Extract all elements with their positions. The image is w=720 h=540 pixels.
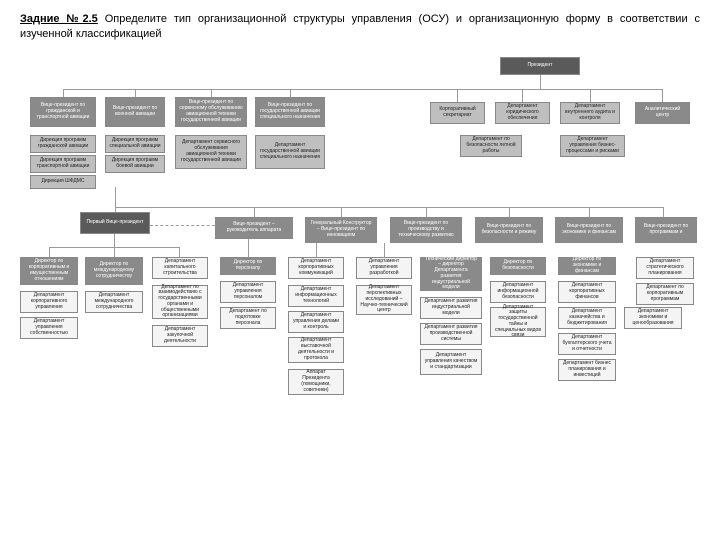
- connector-line: [49, 247, 50, 257]
- connector-line: [115, 207, 663, 208]
- org-node-depexh: Департамент выставочной деятельности и п…: [288, 337, 344, 363]
- org-node-d4a: Департамент государственной авиации спец…: [255, 135, 325, 169]
- connector-dash: [150, 225, 220, 226]
- connector-line: [589, 207, 590, 217]
- connector-line: [63, 89, 663, 90]
- org-node-dirint: Директор по международному сотрудничеств…: [85, 257, 143, 285]
- org-node-depit: Департамент информационных технологий: [288, 285, 344, 307]
- connector-line: [211, 89, 212, 97]
- org-node-vp3: Вице-президент по сервисному обслуживани…: [175, 97, 247, 127]
- org-node-dirpers: Директор по персоналу: [220, 257, 276, 275]
- connector-line: [522, 89, 523, 102]
- org-node-direcon: Директор по экономике и финансам: [558, 257, 616, 275]
- org-node-d2a: Дирекция программ специальной авиации: [105, 135, 165, 153]
- org-node-depqual: Департамент управления качеством и станд…: [420, 349, 482, 375]
- org-node-dirkorp: Директор по корпоративным и имущественны…: [20, 257, 78, 285]
- org-node-depcprog: Департамент по корпоративным программам: [636, 283, 694, 305]
- org-node-juo: Департамент юридического обеспечения: [495, 102, 550, 124]
- connector-line: [115, 187, 116, 212]
- connector-line: [63, 89, 64, 97]
- connector-line: [663, 207, 664, 217]
- task-number: Задние №2.5: [20, 13, 98, 25]
- connector-line: [254, 207, 255, 217]
- org-node-analyt: Аналитический центр: [635, 102, 690, 124]
- org-node-d2b: Дирекция программ боевой авиации: [105, 155, 165, 173]
- org-node-d1c: Дирекция ШФДМС: [30, 175, 96, 189]
- org-node-depcomm: Департамент корпоративных коммуникаций: [288, 257, 344, 279]
- org-node-depcap: Департамент капитального строительства: [152, 257, 208, 279]
- org-node-vpecon: Вице-президент по экономике и финансам: [555, 217, 623, 243]
- org-node-depcfin: Департамент корпоративных финансов: [558, 281, 616, 303]
- org-node-depstrat: Департамент стратегического планирования: [636, 257, 694, 279]
- org-node-dirsec: Директор по безопасности: [490, 257, 546, 275]
- connector-line: [179, 247, 180, 257]
- org-node-firstvp: Первый Вице-президент: [80, 212, 150, 234]
- org-node-techdir: Технический директор – директор Департам…: [420, 257, 482, 291]
- org-node-deppric: Департамент экономики и ценообразования: [624, 307, 682, 329]
- org-node-vpapp: Вице-президент – руководитель аппарата: [215, 217, 293, 239]
- org-node-apppr: Аппарат Президента (помощники, советники…: [288, 369, 344, 395]
- connector-line: [457, 89, 458, 102]
- org-node-depbus: Департамент бизнес планирования и инвест…: [558, 359, 616, 381]
- org-node-deptrn: Департамент по подготовке персонала: [220, 307, 276, 329]
- org-node-vp1: Вице-президент по гражданской и транспор…: [30, 97, 96, 127]
- org-node-depprodsys: Департамент развития производственной си…: [420, 323, 482, 345]
- org-node-vpsec: Вице-президент по безопасности и режиму: [475, 217, 543, 243]
- org-node-d3a: Департамент сервисного обслуживания авиа…: [175, 135, 247, 169]
- org-node-d1a: Дирекция программ гражданской авиации: [30, 135, 96, 153]
- connector-line: [114, 234, 115, 257]
- task-text: Определите тип организационной структуры…: [20, 13, 700, 40]
- org-node-vp4: Вице-президент по государственной авиаци…: [255, 97, 325, 127]
- connector-line: [248, 239, 249, 257]
- org-node-depaff: Департамент управления делами и контроль: [288, 311, 344, 333]
- connector-line: [426, 207, 427, 217]
- org-node-d1b: Дирекция программ транспортной авиации: [30, 155, 96, 173]
- org-node-depacc: Департамент бухгалтерского учета и отчет…: [558, 333, 616, 355]
- org-node-dephrm: Департамент управления персоналом: [220, 281, 276, 303]
- org-node-depisec: Департамент информационной безопасности: [490, 281, 546, 303]
- org-node-deppur: Департамент закупочной деятельности: [152, 325, 208, 347]
- org-node-depres: Департамент перспективных исследований –…: [356, 285, 412, 315]
- org-node-genkon: Генеральный Конструктор – Вице-президент…: [305, 217, 377, 243]
- org-node-depind: Департамент развития индустриальной моде…: [420, 297, 482, 319]
- org-node-deprnd: Департамент управления разработкой: [356, 257, 412, 279]
- org-node-president: Президент: [500, 57, 580, 75]
- org-node-depintl: Департамент международного сотрудничеств…: [85, 291, 143, 313]
- org-node-deptreas: Департамент казначейства и бюджетировани…: [558, 307, 616, 329]
- org-node-ks: Корпоративный секретариат: [430, 102, 485, 124]
- org-node-risk: Департамент управления бизнес-процессами…: [560, 135, 625, 157]
- org-node-depprop: Департамент управления собственностью: [20, 317, 78, 339]
- connector-line: [509, 207, 510, 217]
- org-node-depstate: Департамент защиты государственной тайны…: [490, 307, 546, 337]
- connector-line: [341, 207, 342, 217]
- org-node-vpprog: Вице-президент по программам и: [635, 217, 697, 243]
- org-node-vp2: Вице-президент по военной авиации: [105, 97, 165, 127]
- org-node-vpprod: Вице-президент по производству и техниче…: [390, 217, 462, 243]
- connector-line: [590, 89, 591, 102]
- connector-line: [384, 243, 385, 257]
- task-title: Задние №2.5 Определите тип организационн…: [20, 12, 700, 43]
- org-node-depgov: Департамент по взаимодействию с государс…: [152, 285, 208, 319]
- connector-line: [316, 243, 317, 257]
- connector-line: [540, 75, 541, 89]
- org-node-depcorp: Департамент корпоративного управления: [20, 291, 78, 313]
- connector-line: [290, 89, 291, 97]
- org-node-audit: Департамент внутреннего аудита и контрол…: [560, 102, 620, 124]
- connector-line: [135, 89, 136, 97]
- connector-line: [662, 89, 663, 102]
- org-chart: Президент Вице-президент по гражданской и…: [20, 57, 700, 507]
- org-node-flight: Департамент по безопасности летной работ…: [460, 135, 522, 157]
